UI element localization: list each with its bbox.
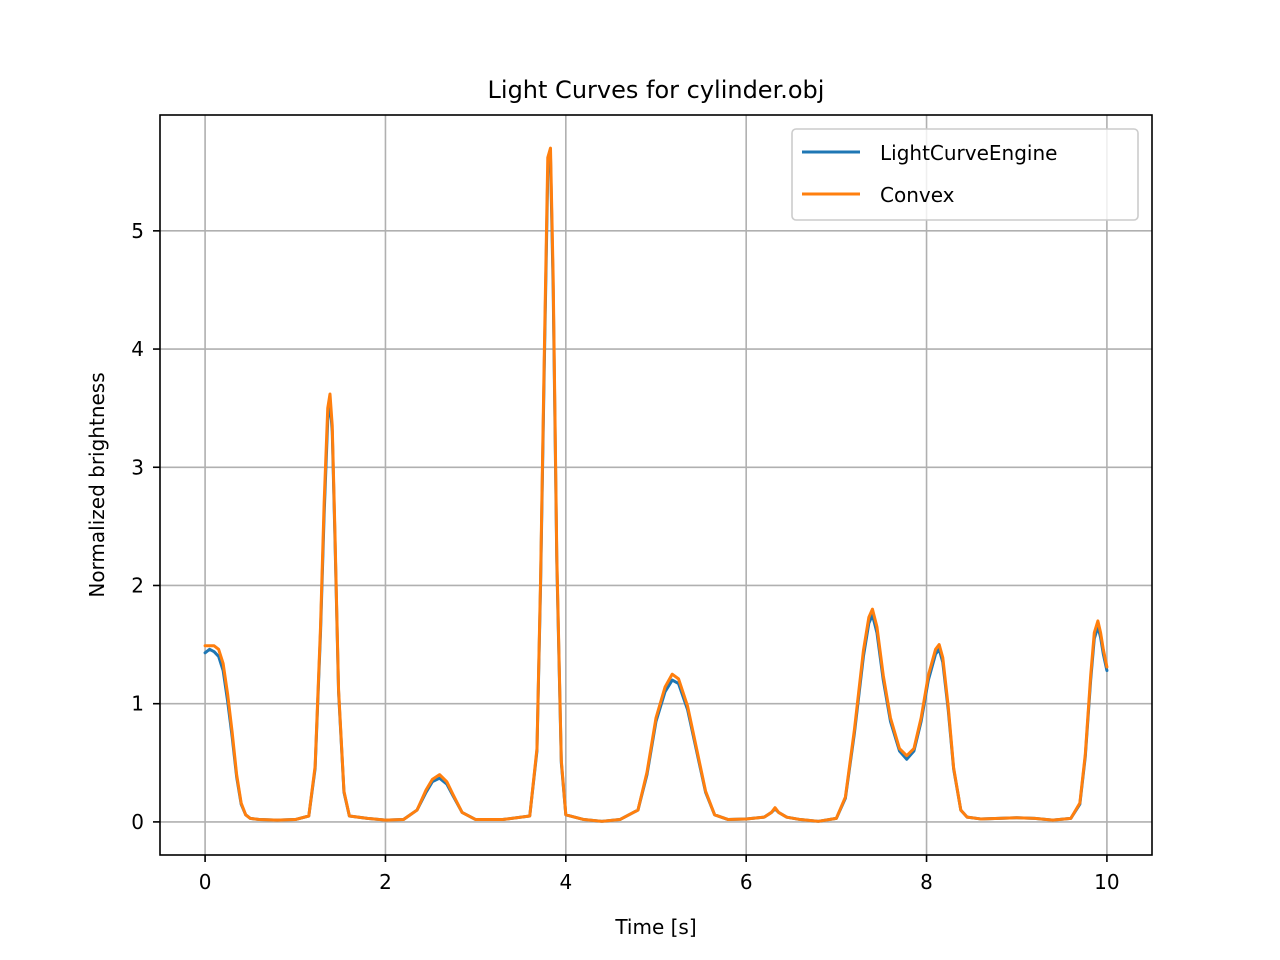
y-tick-label: 4	[131, 337, 144, 361]
legend-label-lightcurveengine: LightCurveEngine	[880, 141, 1057, 165]
y-tick-label: 5	[131, 219, 144, 243]
x-axis-label: Time [s]	[614, 915, 696, 939]
series-layer	[203, 146, 1109, 823]
x-tick-label: 10	[1094, 870, 1119, 894]
x-tick-label: 0	[199, 870, 212, 894]
x-tick-label: 4	[559, 870, 572, 894]
y-tick-label: 0	[131, 810, 144, 834]
y-axis-label: Normalized brightness	[85, 372, 109, 597]
y-tick-label: 3	[131, 455, 144, 479]
plot-frame	[159, 114, 1153, 856]
plot-area-background	[160, 115, 1152, 855]
y-tick-label: 1	[131, 692, 144, 716]
grid	[160, 115, 1152, 855]
series-line-convex	[203, 146, 1109, 823]
x-tick-label: 6	[740, 870, 753, 894]
chart-title: Light Curves for cylinder.obj	[488, 76, 825, 104]
x-tick-label: 8	[920, 870, 933, 894]
legend-label-convex: Convex	[880, 183, 955, 207]
y-axis-ticks: 0 1 2 3 4 5	[131, 219, 160, 834]
legend: LightCurveEngine Convex	[791, 128, 1139, 221]
legend-box	[791, 128, 1139, 221]
x-tick-label: 2	[379, 870, 392, 894]
x-axis-ticks: 0 2 4 6 8 10	[199, 855, 1120, 894]
y-tick-label: 2	[131, 573, 144, 597]
